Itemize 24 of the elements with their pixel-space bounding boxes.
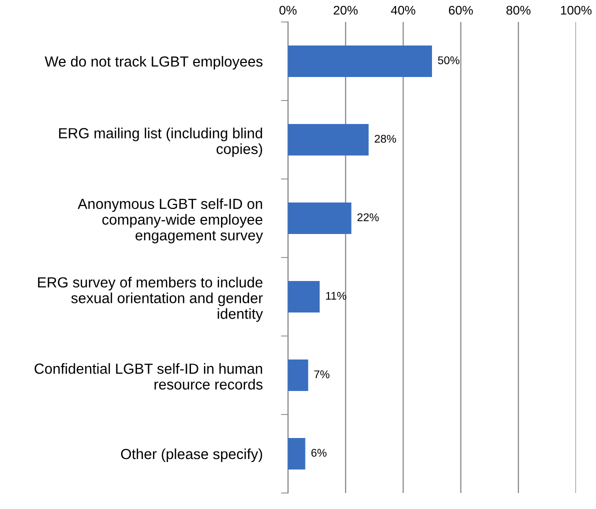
data-label: 50% [438, 56, 460, 64]
x-tick-label: 40% [390, 6, 416, 15]
bar [288, 438, 306, 470]
x-tick-label: 0% [279, 6, 297, 15]
y-tick-label: Other (please specify) [121, 448, 262, 462]
bar [288, 281, 320, 312]
y-tick-label: We do not track LGBT employees [44, 56, 262, 70]
data-label: 22% [357, 213, 379, 222]
y-tick-label: Confidential LGBT self-ID in human resource records [34, 363, 262, 390]
x-tick-label: 20% [334, 6, 358, 15]
y-tick-label: Anonymous LGBT self-ID on company-wide employee engagement survey [78, 198, 263, 244]
data-label: 11% [326, 292, 346, 300]
x-tick-label: 80% [506, 6, 530, 15]
data-label: 28% [374, 134, 396, 143]
bar [288, 202, 352, 234]
y-tick-label: ERG mailing list (including blind copies) [59, 128, 262, 157]
x-tick-label: 60% [448, 6, 473, 15]
bar [288, 360, 308, 391]
bar [288, 124, 369, 156]
data-label: 6% [311, 448, 326, 457]
data-label: 7% [314, 370, 330, 378]
y-tick-label: ERG survey of members to include sexual orientation and gender identity [38, 276, 263, 322]
bar [288, 46, 432, 77]
x-tick-label: 100% [560, 6, 592, 15]
